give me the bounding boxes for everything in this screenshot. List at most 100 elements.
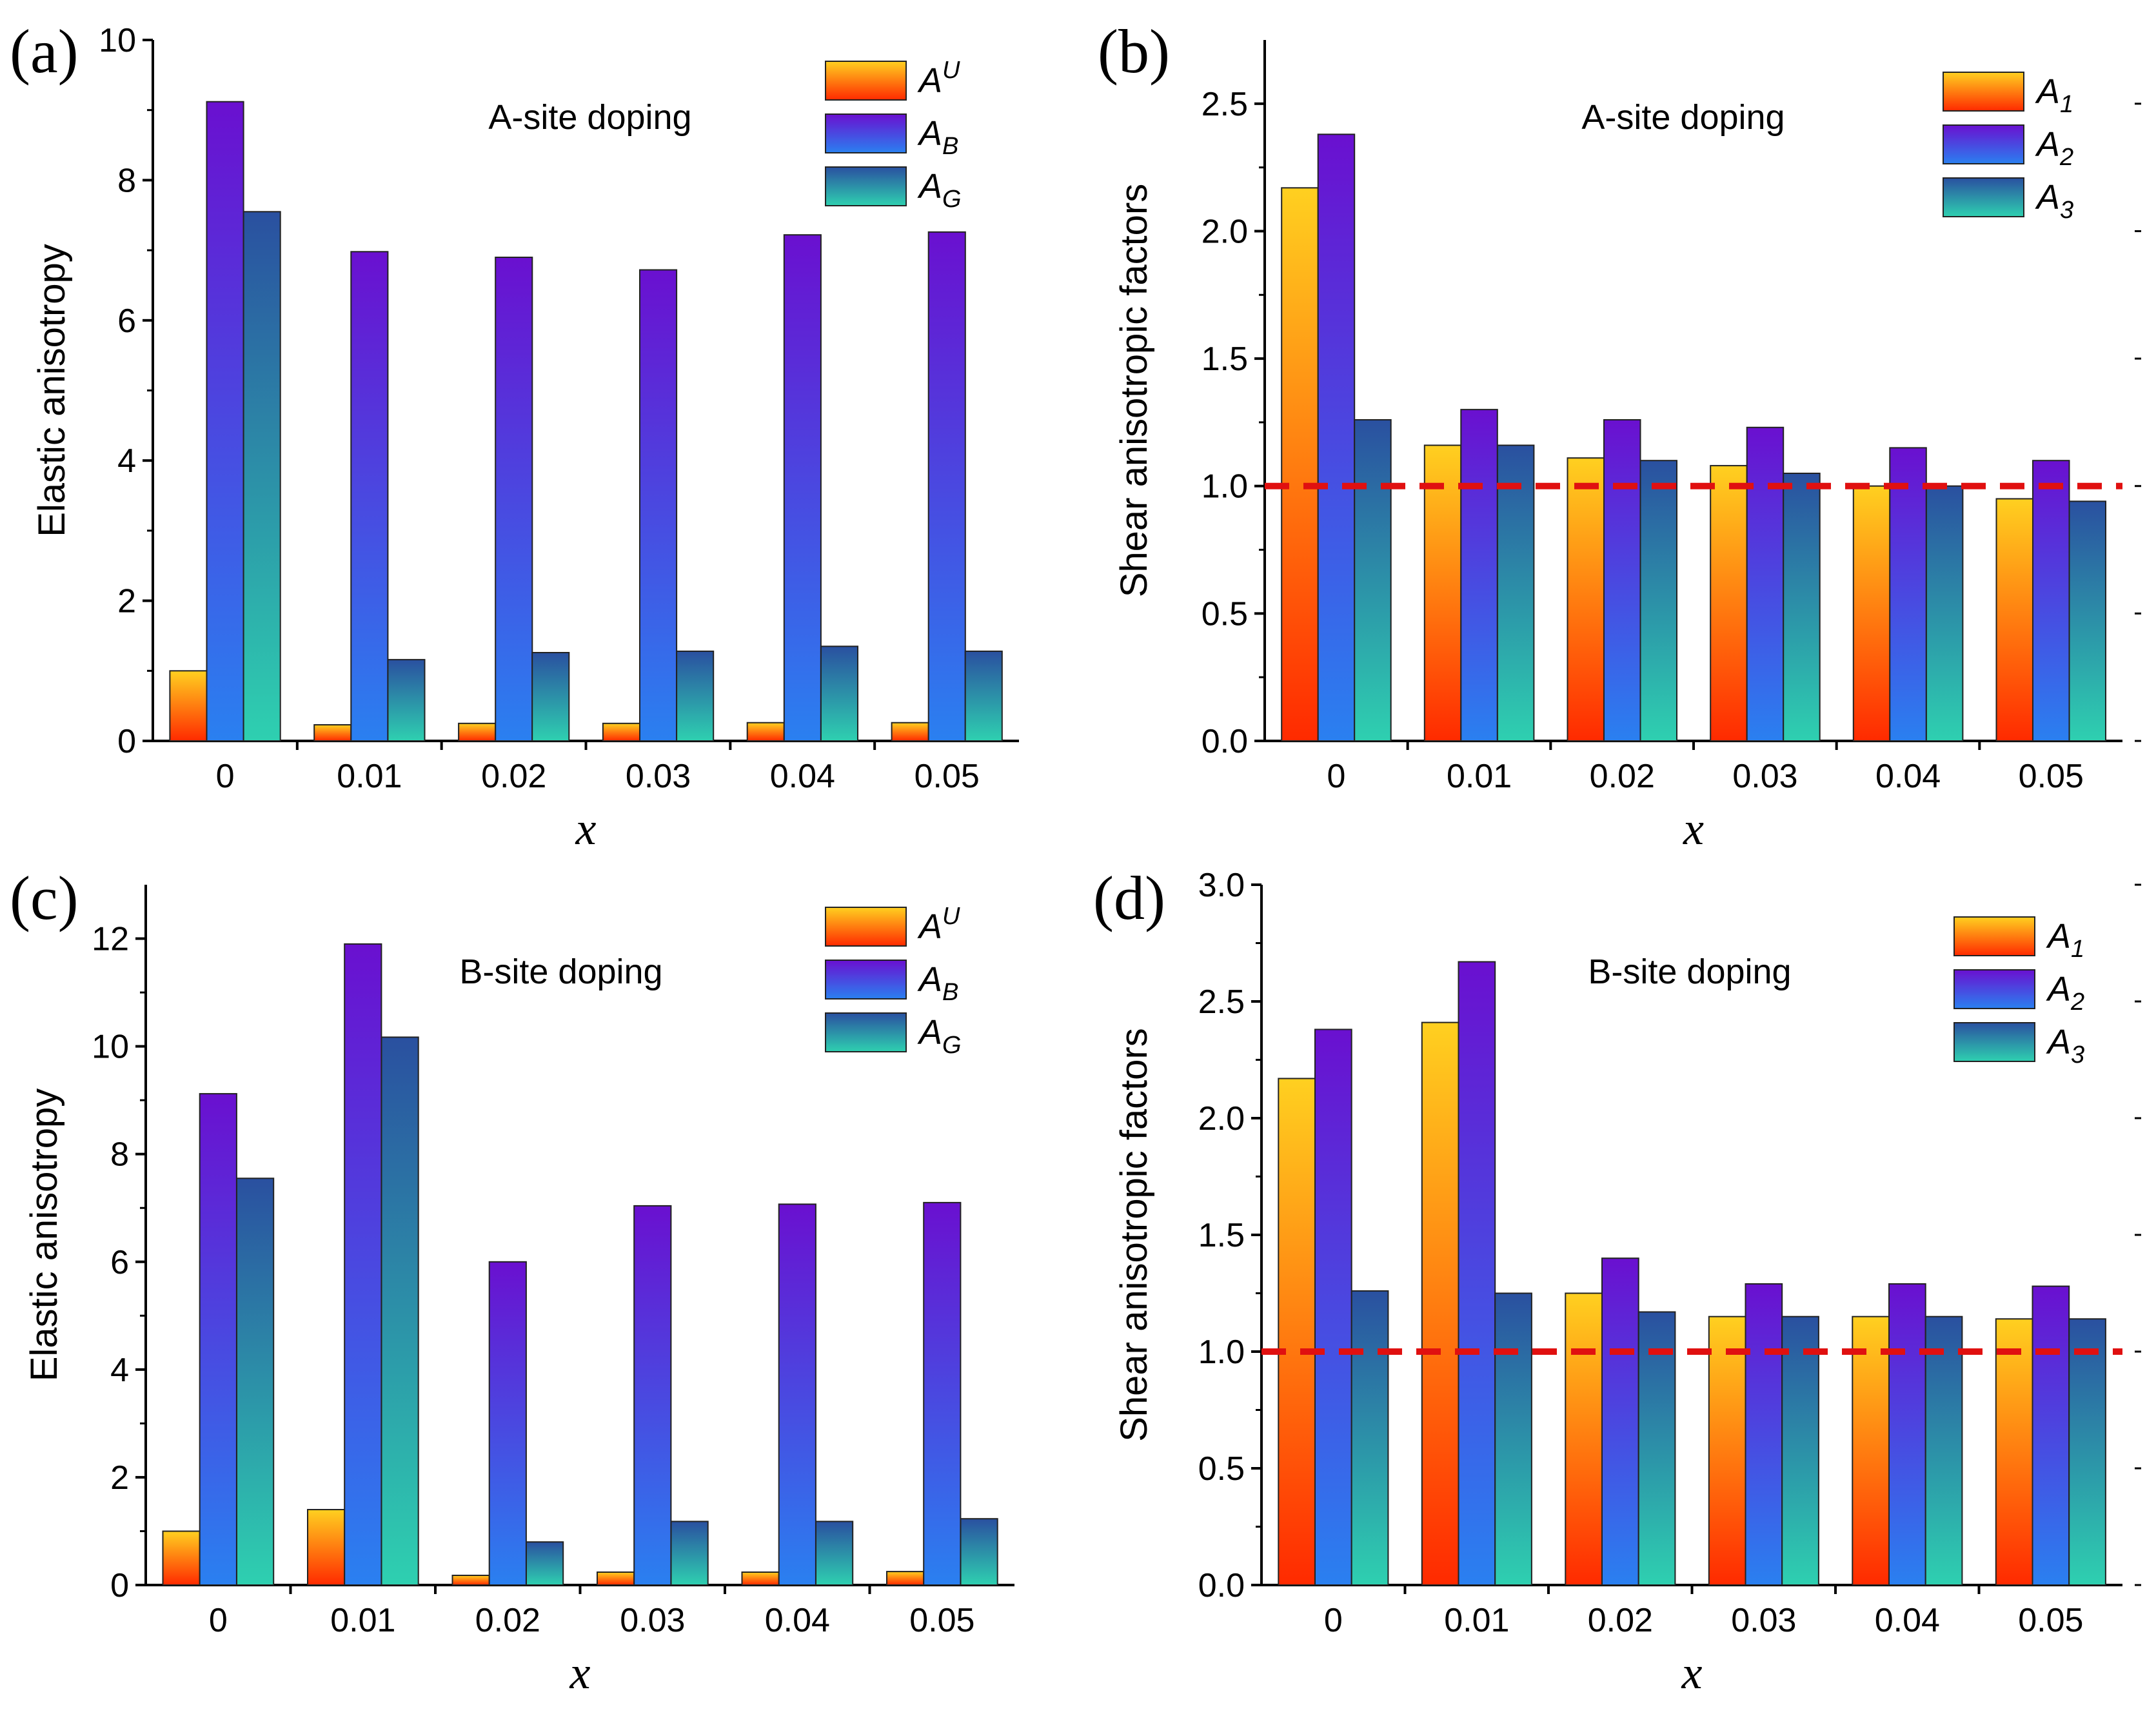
bar-AG-0.05 — [960, 1518, 998, 1586]
y-tick-label: 1.0 — [1202, 468, 1248, 506]
x-tick-label: 0.01 — [1444, 1602, 1509, 1639]
legend-swatch — [825, 61, 907, 101]
y-tick-label: 10 — [92, 1029, 129, 1066]
legend-swatch — [1943, 177, 2024, 217]
legend-label: AB — [917, 114, 958, 160]
bar-A3-0.05 — [2068, 1318, 2106, 1586]
bar-A3-0.03 — [1783, 473, 1821, 742]
bar-A2-0 — [1314, 1029, 1352, 1586]
x-tick-label: 0.04 — [765, 1602, 830, 1639]
legend-label: A3 — [2035, 178, 2073, 224]
x-axis-label: x — [575, 803, 597, 854]
chart-panel: 0 2 4 6 8 10 12 0 0.01 0.02 0.03 0.04 0.05 x Elastic a… — [10, 863, 1014, 1699]
bar-AU-0.05 — [886, 1571, 925, 1586]
bar-A2-0.01 — [1460, 409, 1498, 742]
doping-annotation: A-site doping — [488, 98, 691, 137]
bar-AU-0 — [162, 1530, 201, 1586]
x-tick-label: 0.03 — [1731, 1602, 1796, 1639]
bar-AB-0.01 — [344, 943, 382, 1586]
doping-annotation: A-site doping — [1581, 98, 1785, 137]
x-tick-label: 0.02 — [475, 1602, 540, 1639]
bar-AG-0.02 — [531, 652, 570, 742]
bar-AU-0.03 — [597, 1571, 635, 1586]
bar-A3-0.04 — [1924, 1315, 1963, 1586]
y-tick-label: 1.0 — [1198, 1334, 1245, 1371]
bar-A1-0.03 — [1708, 1315, 1746, 1586]
bar-AU-0 — [169, 670, 208, 742]
bar-AB-0.03 — [633, 1205, 672, 1586]
x-tick-label: 0 — [1327, 758, 1345, 795]
x-tick-label: 0.01 — [337, 758, 402, 795]
bar-A2-0.05 — [2032, 460, 2070, 742]
x-tick-label: 0.02 — [481, 758, 546, 795]
chart-panel: 0 2 4 6 8 10 0 0.01 0.02 0.03 0.04 0.05 x Elastic ani… — [10, 17, 1019, 854]
y-tick-label: 6 — [110, 1244, 129, 1281]
bar-A1-0 — [1281, 187, 1319, 742]
bar-A2-0 — [1317, 133, 1356, 742]
x-tick-label: 0 — [1324, 1602, 1343, 1639]
bar-AG-0 — [242, 211, 281, 742]
doping-annotation: B-site doping — [459, 952, 662, 991]
x-axis-label: x — [1681, 1647, 1703, 1699]
bar-A3-0.01 — [1496, 444, 1535, 742]
y-tick-label: 2.5 — [1202, 86, 1248, 123]
legend-label: AG — [917, 167, 962, 213]
bar-AB-0.02 — [495, 257, 533, 742]
y-tick-label: 4 — [110, 1352, 129, 1389]
legend-label: AB — [917, 960, 958, 1006]
y-tick-label: 0.5 — [1202, 595, 1248, 633]
panel-label: (c) — [10, 863, 79, 932]
x-tick-label: 0.03 — [626, 758, 691, 795]
legend-label: AU — [917, 903, 960, 946]
bar-A2-0.05 — [2032, 1285, 2070, 1586]
legend-swatch — [1943, 72, 2024, 112]
y-axis-label: Elastic anisotropy — [23, 1088, 65, 1382]
bar-A1-0.04 — [1852, 1315, 1890, 1586]
bar-A2-0.04 — [1888, 1283, 1926, 1586]
bar-AU-0.01 — [307, 1509, 346, 1586]
y-tick-label: 8 — [117, 162, 136, 199]
bar-A2-0.04 — [1889, 447, 1927, 742]
bar-A3-0.02 — [1637, 1311, 1676, 1586]
bar-AU-0.04 — [741, 1571, 780, 1586]
x-tick-label: 0.04 — [770, 758, 835, 795]
y-tick-label: 0.0 — [1202, 723, 1248, 760]
legend-swatch — [825, 907, 907, 947]
y-tick-label: 6 — [117, 302, 136, 340]
y-tick-label: 0 — [110, 1567, 129, 1604]
bar-AB-0.01 — [350, 251, 389, 742]
bar-A1-0.04 — [1852, 485, 1891, 742]
bar-AB-0.05 — [923, 1201, 962, 1586]
y-tick-label: 2 — [117, 583, 136, 620]
x-tick-label: 0.01 — [1447, 758, 1512, 795]
y-axis-label: Shear anisotropic factors — [1113, 184, 1155, 598]
legend-swatch — [825, 960, 907, 1000]
x-tick-label: 0.05 — [915, 758, 980, 795]
bar-AB-0.02 — [488, 1261, 527, 1586]
bar-AG-0.04 — [820, 645, 859, 742]
legend-label: A3 — [2046, 1023, 2084, 1069]
bar-AU-0.02 — [451, 1575, 490, 1586]
bar-A3-0 — [1350, 1290, 1389, 1586]
bar-A3-0.05 — [2068, 500, 2106, 742]
y-tick-label: 2.5 — [1198, 983, 1245, 1021]
bar-A2-0.02 — [1603, 419, 1641, 742]
x-tick-label: 0.04 — [1875, 758, 1941, 795]
bar-A3-0.04 — [1925, 485, 1964, 742]
x-tick-label: 0.01 — [330, 1602, 395, 1639]
bar-A2-0.02 — [1601, 1257, 1639, 1586]
bar-A1-0.05 — [1995, 1318, 2033, 1586]
x-axis-label: x — [1683, 803, 1704, 854]
y-tick-label: 2 — [110, 1459, 129, 1497]
bar-AG-0.03 — [676, 650, 715, 742]
legend-swatch — [1953, 969, 2035, 1009]
bar-A1-0.02 — [1567, 457, 1605, 742]
panel-label: (a) — [10, 17, 79, 86]
bar-A1-0.01 — [1423, 444, 1462, 742]
y-tick-label: 10 — [99, 22, 136, 59]
y-tick-label: 3.0 — [1198, 867, 1245, 904]
bar-AU-0.03 — [602, 722, 641, 742]
bar-AB-0.03 — [639, 269, 678, 742]
legend-label: AG — [917, 1013, 962, 1059]
